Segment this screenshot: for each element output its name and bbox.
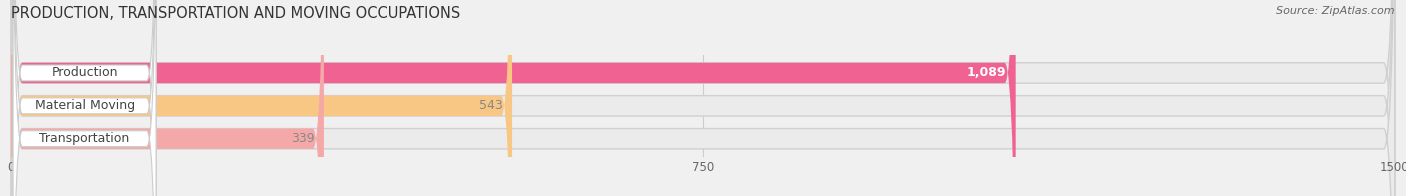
Text: Transportation: Transportation — [39, 132, 129, 145]
Text: Source: ZipAtlas.com: Source: ZipAtlas.com — [1277, 6, 1395, 16]
FancyBboxPatch shape — [11, 0, 323, 196]
FancyBboxPatch shape — [11, 0, 512, 196]
Text: 339: 339 — [291, 132, 315, 145]
Text: PRODUCTION, TRANSPORTATION AND MOVING OCCUPATIONS: PRODUCTION, TRANSPORTATION AND MOVING OC… — [11, 6, 461, 21]
Text: Material Moving: Material Moving — [35, 99, 135, 112]
Text: Production: Production — [52, 66, 118, 79]
FancyBboxPatch shape — [13, 0, 156, 196]
FancyBboxPatch shape — [13, 0, 156, 196]
FancyBboxPatch shape — [13, 0, 156, 196]
FancyBboxPatch shape — [11, 0, 1015, 196]
Text: 543: 543 — [479, 99, 503, 112]
FancyBboxPatch shape — [11, 0, 1395, 196]
FancyBboxPatch shape — [11, 0, 1395, 196]
FancyBboxPatch shape — [11, 0, 1395, 196]
Text: 1,089: 1,089 — [967, 66, 1007, 79]
